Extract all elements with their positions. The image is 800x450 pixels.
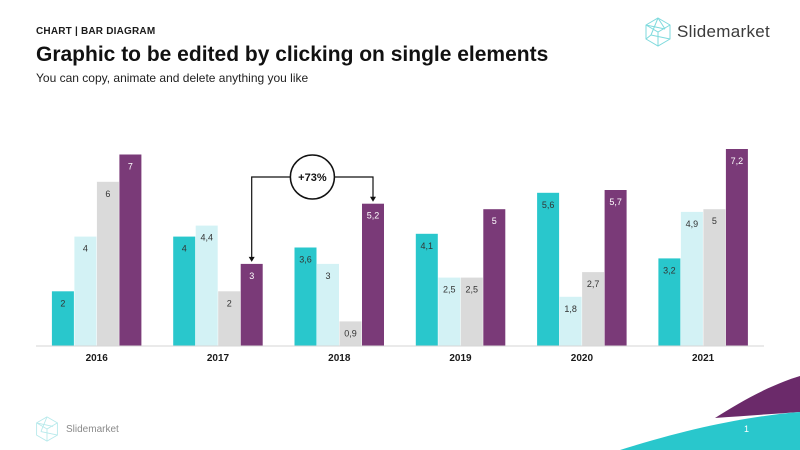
value-label: 2,5 <box>443 285 456 295</box>
bar-2019-series-1[interactable] <box>415 233 438 346</box>
arrow-head-icon <box>370 196 376 202</box>
brand-logo: Slidemarket <box>643 17 770 47</box>
bar-group: 2 4 6 7 4 4,4 2 3 3,6 3 0,9 5,2 4,1 2,5 2,5 5 5,6 1,8 2,7 5… <box>51 149 748 347</box>
bar-2016-series-2[interactable] <box>74 236 97 346</box>
value-label: 1,8 <box>564 304 577 314</box>
hexagon-wireframe-logo-icon <box>645 17 671 47</box>
bar-2021-series-4[interactable] <box>725 149 748 346</box>
value-label: 3,6 <box>299 255 312 265</box>
annotation-label: +73% <box>298 172 327 184</box>
bar-2016-series-4[interactable] <box>119 154 142 347</box>
eyebrow-label: CHART | BAR DIAGRAM <box>36 26 156 37</box>
bar-2020-series-2[interactable] <box>559 296 582 347</box>
value-label: 2 <box>227 298 232 308</box>
value-label: 2,5 <box>466 285 479 295</box>
bar-2020-series-4[interactable] <box>604 190 627 346</box>
bar-2017-series-3[interactable] <box>218 291 241 346</box>
bar-2018-series-4[interactable] <box>362 203 384 346</box>
value-label: 5,6 <box>542 200 555 210</box>
value-label: 5 <box>492 216 497 226</box>
footer-brand-name: Slidemarket <box>66 423 119 435</box>
bar-2019-series-4[interactable] <box>483 209 506 346</box>
value-label: 2 <box>60 298 65 308</box>
page-subtitle: You can copy, animate and delete anythin… <box>36 71 309 85</box>
annotation-circle <box>289 154 336 200</box>
x-tick-label: 2020 <box>571 353 594 364</box>
value-label: 4,4 <box>200 233 213 243</box>
value-label: 2,7 <box>587 279 600 289</box>
bar-2016-series-1[interactable] <box>51 291 74 346</box>
footer-brand: Slidemarket <box>34 416 119 442</box>
bar-2017-series-4[interactable] <box>240 263 263 346</box>
bar-2020-series-1[interactable] <box>537 192 560 346</box>
value-label: 3,2 <box>663 265 676 275</box>
x-tick-label: 2016 <box>86 353 109 364</box>
brand-name: Slidemarket <box>677 22 771 41</box>
x-tick-label: 2019 <box>449 353 472 364</box>
bar-2016-series-3[interactable] <box>96 181 119 346</box>
value-label: 7,2 <box>731 156 744 166</box>
hexagon-wireframe-logo-icon <box>36 416 58 442</box>
value-label: 7 <box>128 162 133 172</box>
value-label: 4,9 <box>686 219 699 229</box>
value-label: 4 <box>182 244 187 254</box>
value-label: 3 <box>325 271 330 281</box>
arrow-head-icon <box>248 256 255 262</box>
value-label: 6 <box>105 189 110 199</box>
bar-2018-series-2[interactable] <box>317 263 339 346</box>
growth-annotation: +73% <box>248 154 376 262</box>
bar-2021-series-1[interactable] <box>658 258 681 346</box>
bar-2018-series-3[interactable] <box>339 321 362 346</box>
x-tick-label: 2017 <box>207 353 230 364</box>
bar-2019-series-3[interactable] <box>460 277 483 346</box>
value-label: 5,2 <box>367 211 380 221</box>
bar-2020-series-3[interactable] <box>582 272 605 346</box>
bar-2017-series-2[interactable] <box>195 225 218 346</box>
bar-2018-series-1[interactable] <box>294 247 317 347</box>
value-label: 4,1 <box>421 241 434 251</box>
value-label: 0,9 <box>344 328 357 338</box>
bar-2019-series-2[interactable] <box>438 277 461 346</box>
bar-2021-series-3[interactable] <box>703 209 726 346</box>
value-label: 4 <box>83 244 88 254</box>
bar-2017-series-1[interactable] <box>173 236 196 346</box>
value-label: 3 <box>249 271 254 281</box>
x-tick-label: 2021 <box>692 353 715 364</box>
value-label: 5 <box>712 216 717 226</box>
x-tick-labels: 2016 2017 2018 2019 2020 2021 <box>86 353 715 364</box>
value-label: 5,7 <box>609 197 622 207</box>
page-number: 1 <box>744 424 750 434</box>
bar-2021-series-2[interactable] <box>680 211 703 346</box>
x-tick-label: 2018 <box>328 353 351 364</box>
page-title: Graphic to be edited by clicking on sing… <box>36 43 549 66</box>
